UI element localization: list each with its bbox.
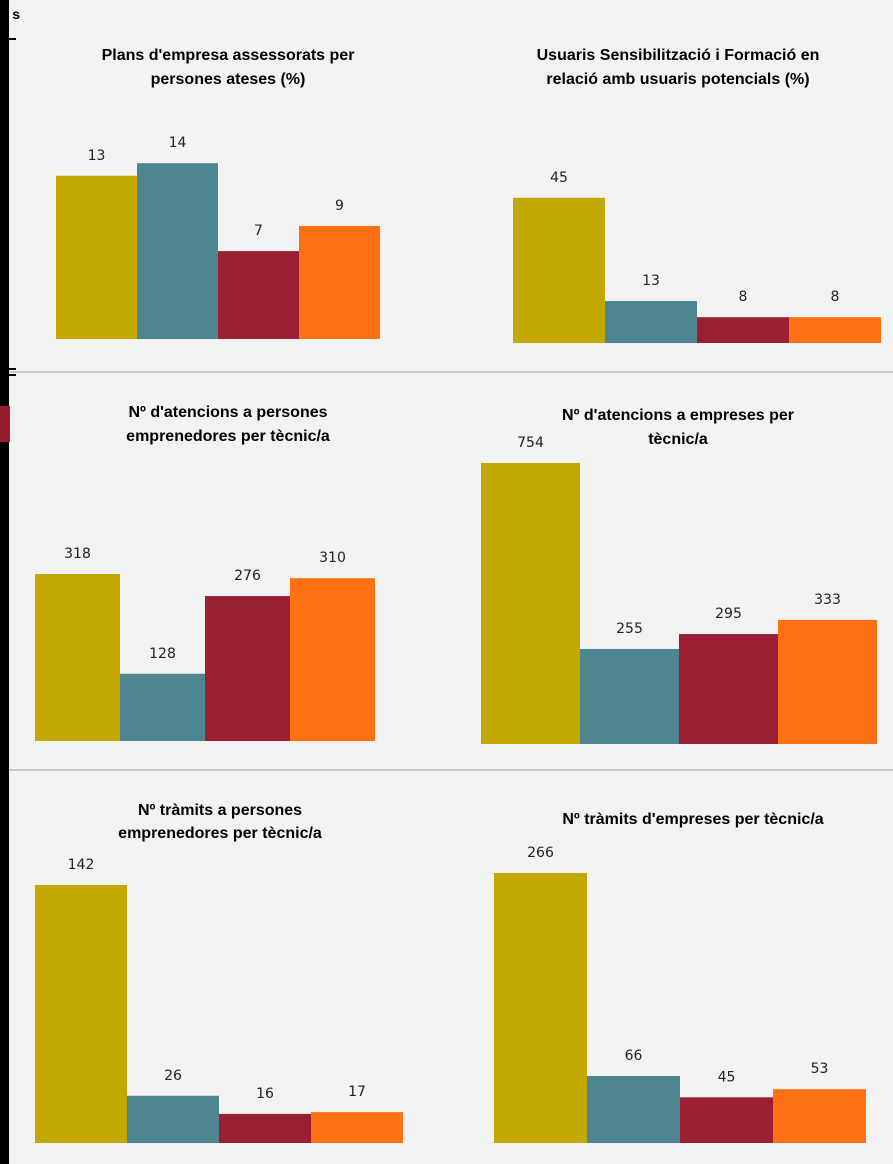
- bar: [120, 673, 205, 741]
- bar-value-label: 128: [149, 646, 176, 662]
- chart-title-line: relació amb usuaris potencials (%): [546, 71, 809, 88]
- bar: [778, 619, 877, 744]
- bar: [219, 1113, 311, 1143]
- bar: [679, 634, 778, 744]
- bar-value-label: 13: [88, 148, 106, 164]
- edge-tick: [0, 368, 16, 370]
- chart-title-line: Nº d'atencions a empreses per: [562, 407, 794, 424]
- bar: [299, 225, 380, 339]
- bar-value-label: 255: [616, 621, 643, 637]
- chart-title-line: persones ateses (%): [151, 71, 306, 88]
- bar: [481, 463, 580, 744]
- bar: [789, 317, 881, 343]
- bar: [697, 317, 789, 343]
- bar-chart-2: Usuaris Sensibilització i Formació en rel…: [513, 47, 881, 343]
- bar: [311, 1112, 403, 1143]
- bar-chart-4: Nº d'atencions a empreses per tècnic/a 754…: [481, 407, 877, 744]
- bar-value-label: 16: [256, 1086, 274, 1102]
- chart-title-line: Nº d'atencions a persones: [128, 404, 327, 421]
- bar: [587, 1076, 680, 1143]
- bar: [773, 1089, 866, 1143]
- row-divider: [9, 769, 893, 771]
- bar-chart-6: Nº tràmits d'empreses per tècnic/a 266 66 4…: [494, 811, 866, 1143]
- bar-value-label: 8: [739, 289, 748, 305]
- bar-value-label: 754: [517, 435, 544, 451]
- bar-chart-3: Nº d'atencions a persones emprenedores pe…: [35, 404, 375, 741]
- bar-value-label: 318: [64, 546, 91, 562]
- bar: [205, 596, 290, 741]
- bar-value-label: 17: [348, 1084, 366, 1100]
- edge-red-marker: [0, 406, 10, 442]
- bar-value-label: 295: [715, 606, 742, 622]
- bar-chart-5: Nº tràmits a persones emprenedores per tè…: [35, 802, 403, 1143]
- bar-chart-1: Plans d'empresa assessorats per persones …: [56, 47, 380, 339]
- bar-value-label: 276: [234, 568, 261, 584]
- bar: [605, 301, 697, 343]
- bar-value-label: 7: [254, 223, 263, 239]
- bar: [35, 574, 120, 741]
- bar: [35, 885, 127, 1143]
- bar: [137, 163, 218, 339]
- bar-value-label: 53: [811, 1061, 829, 1077]
- row-divider: [9, 371, 893, 373]
- chart-title-line: emprenedores per tècnic/a: [118, 825, 322, 842]
- chart-title-line: Nº tràmits d'empreses per tècnic/a: [562, 811, 823, 828]
- bar-value-label: 45: [550, 170, 568, 186]
- bar: [290, 578, 375, 741]
- bar-value-label: 14: [169, 135, 187, 151]
- left-edge-bar: [0, 0, 9, 1164]
- bar: [218, 251, 299, 339]
- bar-value-label: 266: [527, 845, 554, 861]
- bar-value-label: 66: [625, 1048, 643, 1064]
- bar: [494, 873, 587, 1143]
- chart-title-line: tècnic/a: [648, 431, 708, 448]
- chart-title-line: Nº tràmits a persones: [138, 802, 302, 819]
- bar: [513, 197, 605, 343]
- edge-tick: [0, 374, 16, 376]
- chart-title-line: Usuaris Sensibilització i Formació en: [537, 47, 820, 64]
- chart-title-line: Plans d'empresa assessorats per: [102, 47, 355, 64]
- bar: [680, 1097, 773, 1143]
- bar: [56, 175, 137, 339]
- bar-value-label: 333: [814, 592, 841, 608]
- bar-value-label: 45: [718, 1069, 736, 1085]
- chart-title-line: emprenedores per tècnic/a: [126, 428, 330, 445]
- bar-value-label: 142: [68, 857, 95, 873]
- bar-value-label: 9: [335, 198, 344, 214]
- bar: [580, 648, 679, 744]
- edge-label: s: [12, 6, 20, 22]
- bar-value-label: 310: [319, 550, 346, 566]
- bar-value-label: 26: [164, 1068, 182, 1084]
- edge-tick: [0, 38, 16, 40]
- bar-value-label: 13: [642, 273, 660, 289]
- bar: [127, 1095, 219, 1143]
- bar-value-label: 8: [831, 289, 840, 305]
